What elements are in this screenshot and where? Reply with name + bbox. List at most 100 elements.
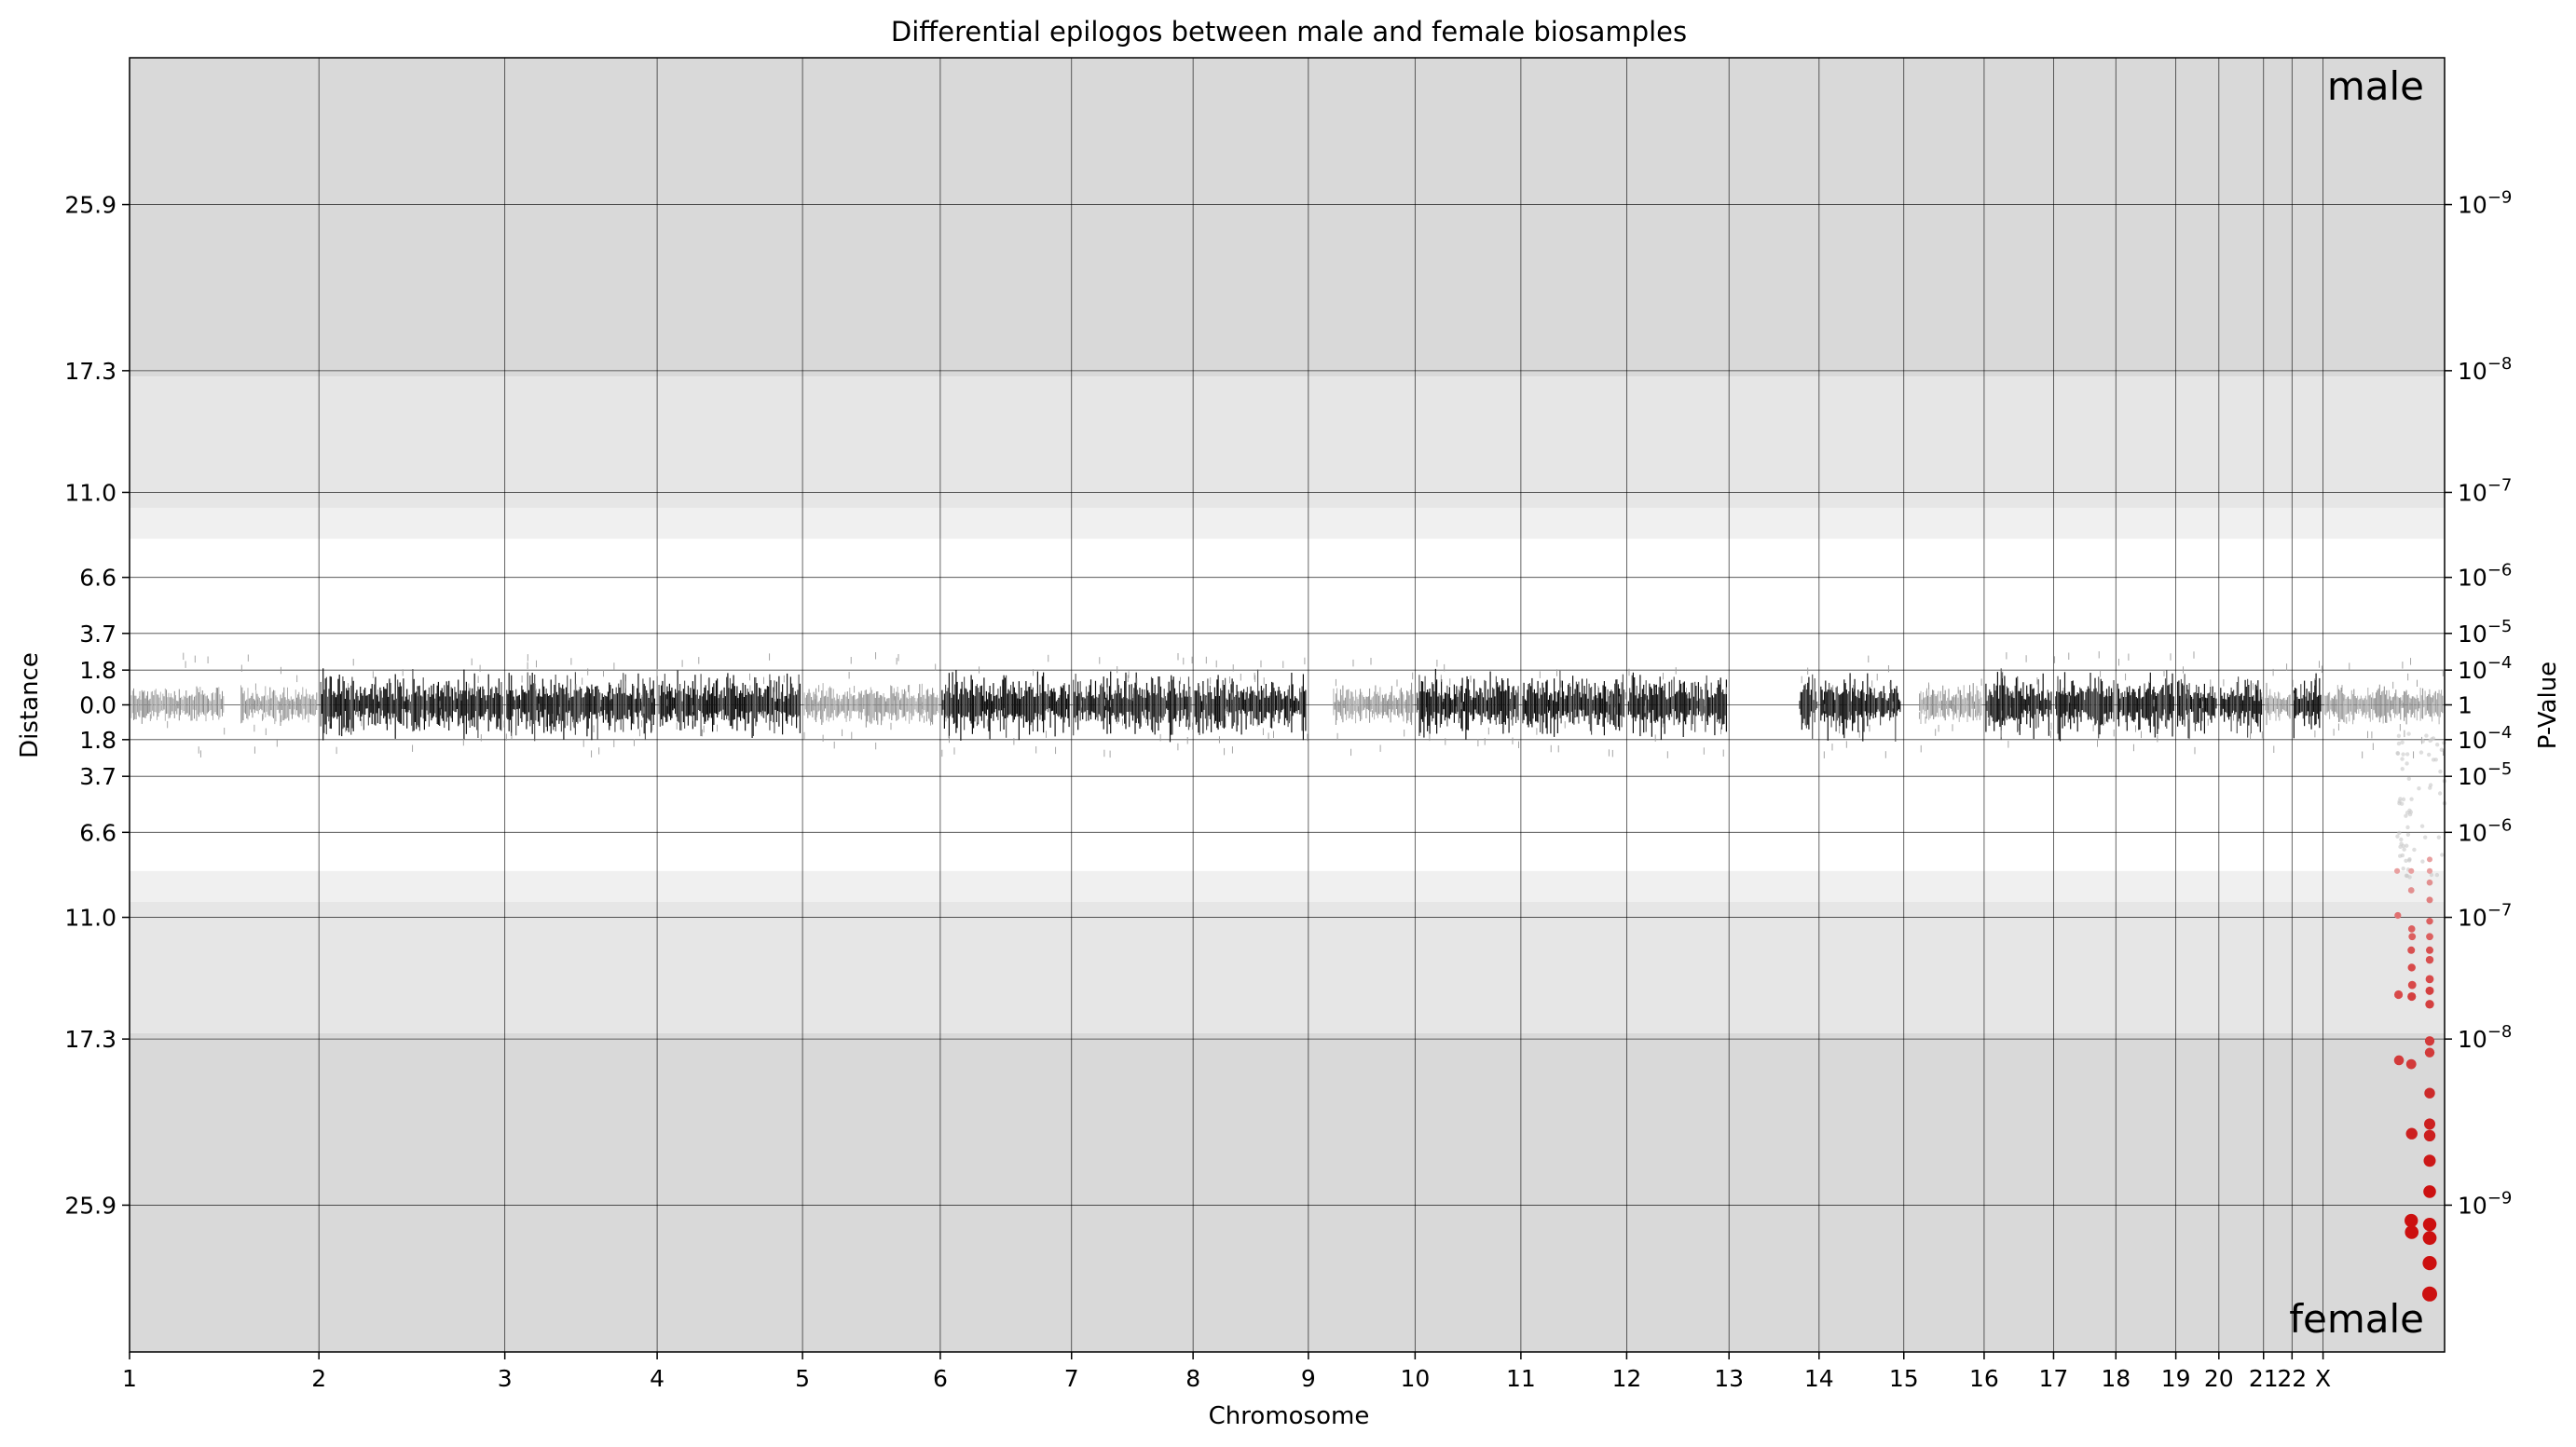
data-point [2407,946,2416,954]
y-tick-label: 6.6 [79,565,116,592]
data-point [2422,1256,2437,1271]
data-point [2407,887,2415,894]
faint-point [2401,867,2405,871]
x-tick-label: 7 [1064,1365,1079,1392]
signal-track [130,651,2447,880]
x-tick-label: 10 [1400,1365,1430,1392]
p-value-tick-label: 10−9 [2458,1188,2512,1219]
y-tick-label: 25.9 [64,192,116,219]
faint-point [2405,761,2409,766]
faint-point [2400,740,2405,744]
x-tick-label: 6 [933,1365,948,1392]
data-point [2394,911,2402,920]
x-tick-label: 11 [1506,1365,1536,1392]
data-point [2426,933,2433,941]
x-tick-label: X [2315,1365,2331,1392]
band-upper [130,58,2445,377]
x-tick-label: 5 [795,1365,810,1392]
faint-point [2405,843,2409,848]
x-tick-label: 14 [1804,1365,1834,1392]
y-tick-label: 25.9 [64,1192,116,1219]
faint-point [2418,750,2424,755]
data-point [2405,1058,2417,1070]
data-point [2393,1055,2405,1066]
p-value-tick-label: 10−5 [2458,759,2512,790]
band-upper [130,376,2445,509]
data-point [2424,1087,2435,1099]
right-axis-ticks: 10−9 10−9 10−8 10−8 10−7 10−7 10−6 10−6 10−5 10−5… [2445,188,2512,1219]
faint-point [2439,747,2445,752]
x-tick-label: 21 [2249,1365,2279,1392]
x-tick-label: 9 [1301,1365,1316,1392]
p-value-tick-label: 10−6 [2458,561,2512,592]
faint-point [2397,830,2402,836]
faint-point [2406,731,2411,736]
faint-point [2400,767,2405,771]
faint-point [2440,853,2445,857]
faint-point [2395,834,2400,839]
data-point [2407,991,2417,1002]
data-point [2424,1118,2435,1130]
faint-point [2398,853,2403,858]
x-tick-label: 20 [2204,1365,2234,1392]
data-point [2408,867,2415,874]
faint-point [2405,873,2409,879]
faint-point [2401,752,2405,757]
faint-point [2422,835,2428,840]
faint-point [2431,758,2436,762]
female-label: female [2289,1296,2424,1342]
x-tick-label: 3 [498,1365,513,1392]
data-point [2423,1129,2436,1142]
faint-point [2437,791,2443,796]
data-point [2422,1286,2437,1302]
x-tick-label: 22 [2277,1365,2307,1392]
data-point [2408,933,2417,941]
faint-point [2402,847,2406,852]
band-lower [130,1032,2445,1352]
faint-point [2412,847,2417,853]
data-point [2422,1217,2437,1232]
p-value-tick-label: 10−7 [2458,475,2512,506]
data-point [2425,955,2434,964]
x-tick-label: 16 [1969,1365,1999,1392]
p-value-tick-label: 10−4 [2458,723,2512,754]
y-tick-label: 3.7 [79,763,116,790]
data-point [2393,990,2404,1000]
x-tick-label: 13 [1714,1365,1744,1392]
data-point [2424,1047,2435,1058]
y-tick-label: 1.8 [79,727,116,754]
data-point [2424,1036,2435,1046]
data-point [2405,1127,2418,1140]
x-tick-label: 1 [122,1365,137,1392]
band-lower [130,870,2445,902]
y-tick-label: 6.6 [79,819,116,846]
y-tick-label: 11.0 [64,479,116,506]
faint-point [2406,776,2412,781]
faint-point [2426,752,2432,758]
data-point [2426,896,2433,904]
data-point [2423,1185,2436,1198]
faint-point [2419,824,2425,828]
p-value-tick-label: 10−5 [2458,617,2512,648]
data-point [2425,986,2434,995]
data-point [2425,1000,2434,1009]
faint-point [2430,737,2434,742]
faint-point [2434,742,2440,747]
y-axis-title: Distance [16,652,44,758]
chart-title: Differential epilogos between male and f… [891,16,1687,48]
faint-point [2409,797,2414,801]
faint-point [2429,872,2434,878]
faint-point [2405,752,2410,757]
faint-point [2436,835,2442,840]
x-tick-label: 4 [650,1365,665,1392]
data-point [2407,963,2416,972]
data-point [2426,946,2433,954]
faint-point [2400,757,2405,761]
significant-points [2393,856,2437,1302]
data-point [2393,867,2401,874]
y-tick-label: 17.3 [64,1026,116,1053]
band-lower [130,901,2445,1033]
faint-point [2399,841,2404,846]
x-tick-label: 15 [1889,1365,1919,1392]
